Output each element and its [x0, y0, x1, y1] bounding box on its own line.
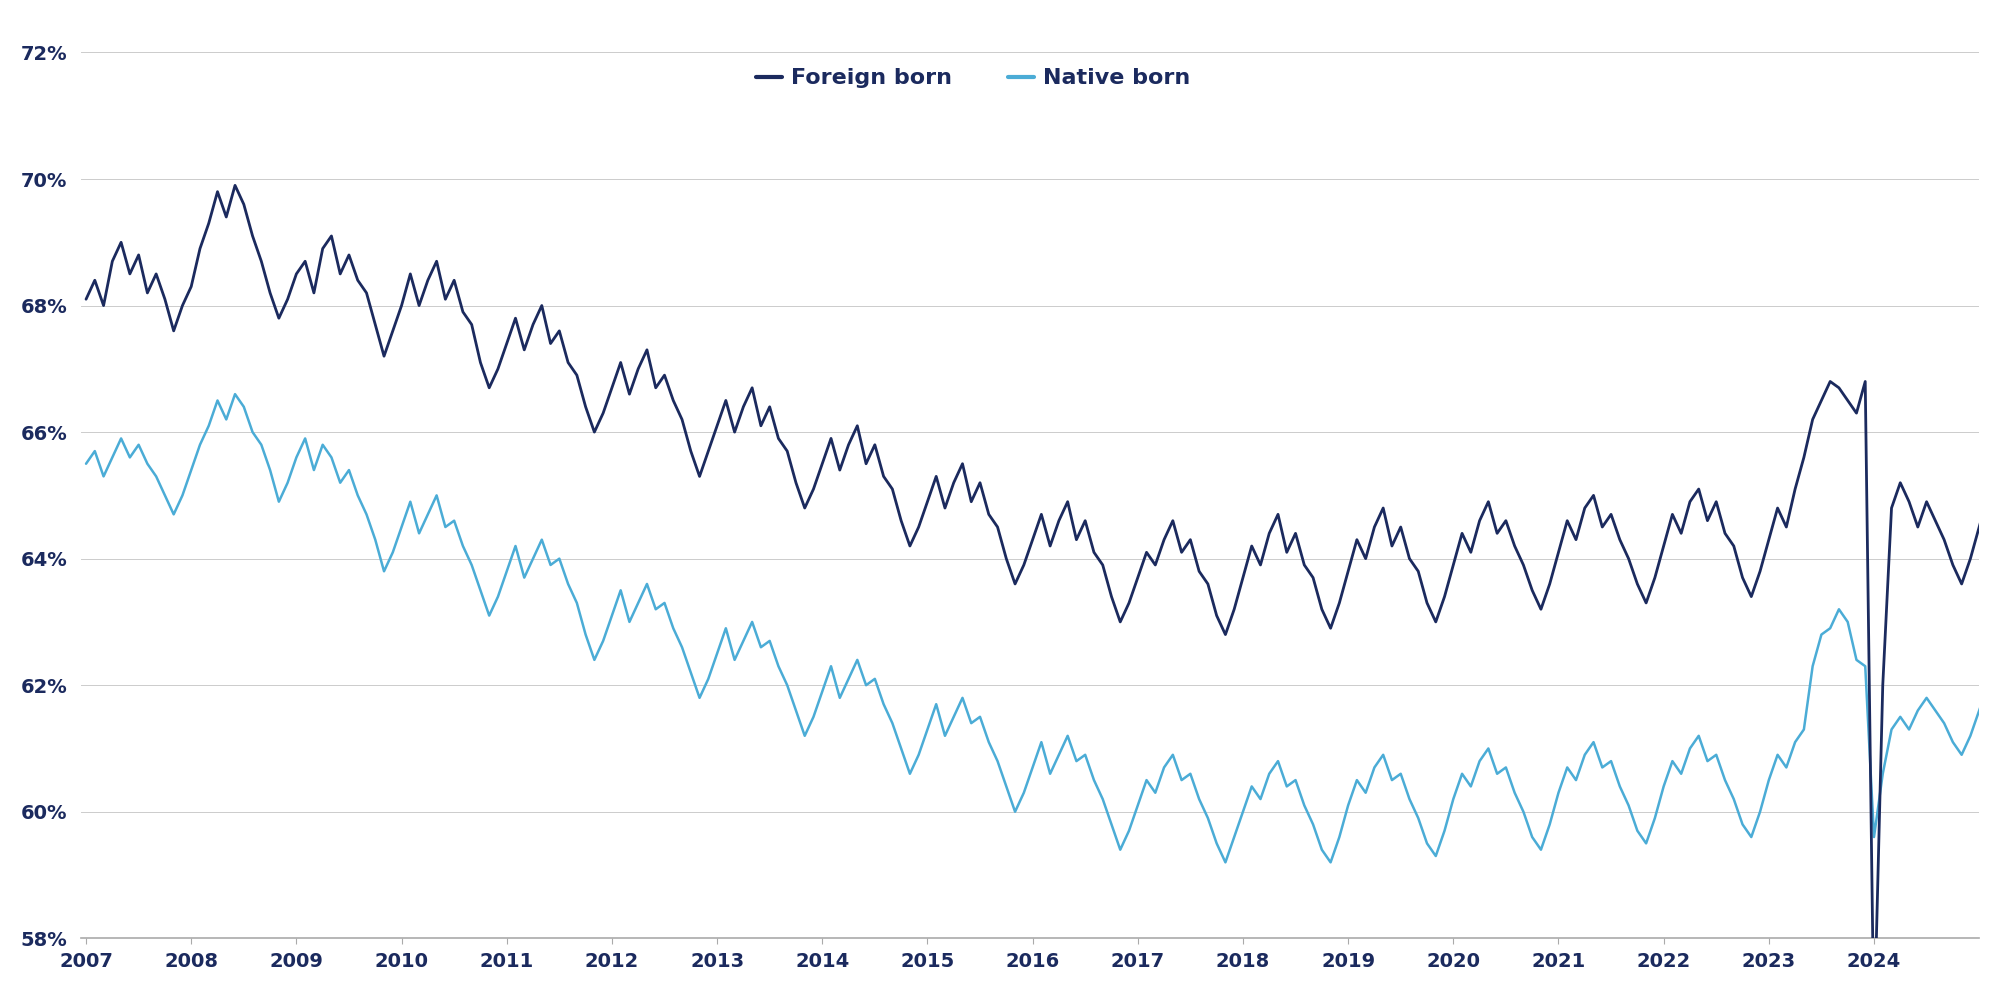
Foreign born — [224, 180, 248, 191]
Line: Foreign born: Foreign born — [86, 186, 2000, 992]
Foreign born — [1836, 395, 1860, 407]
Foreign born — [74, 294, 98, 306]
Native born — [494, 565, 518, 577]
Legend: Foreign born, Native born: Foreign born, Native born — [746, 60, 1200, 97]
Native born — [74, 457, 98, 469]
Line: Native born: Native born — [86, 394, 2000, 862]
Native born — [1214, 856, 1238, 868]
Native born — [1844, 654, 1868, 666]
Foreign born — [494, 337, 518, 349]
Native born — [224, 388, 248, 400]
